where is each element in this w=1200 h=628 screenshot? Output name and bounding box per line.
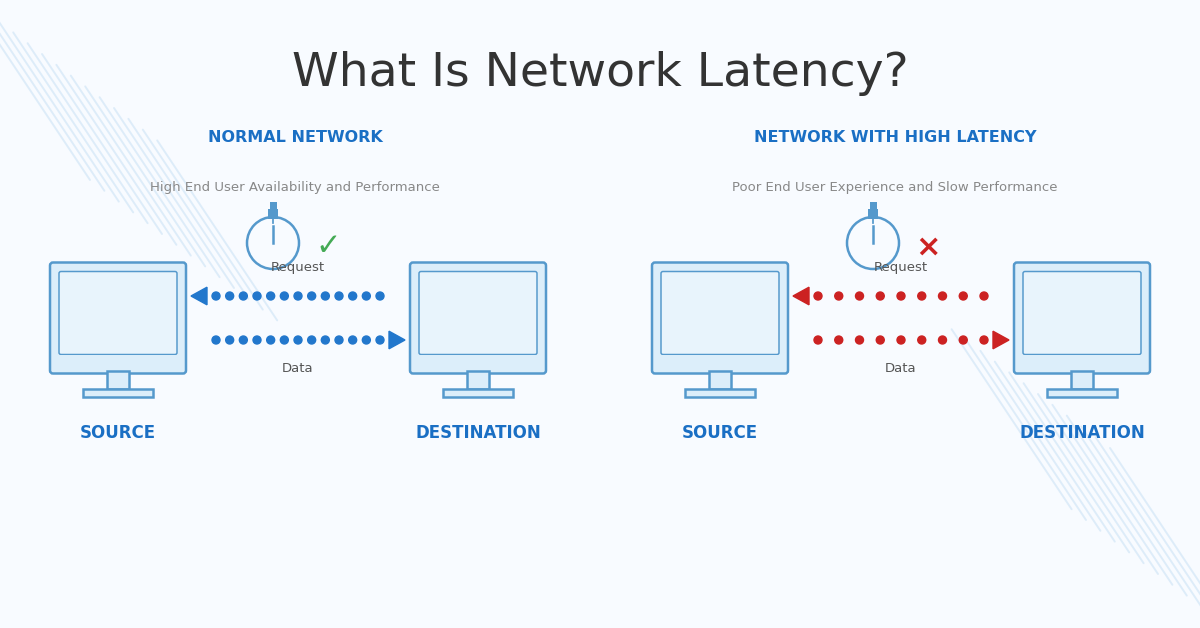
Circle shape	[239, 292, 247, 300]
Bar	[868, 209, 878, 219]
Text: Data: Data	[282, 362, 314, 374]
Circle shape	[856, 292, 864, 300]
Circle shape	[266, 292, 275, 300]
Text: NORMAL NETWORK: NORMAL NETWORK	[208, 131, 383, 146]
Bar	[268, 209, 278, 219]
Circle shape	[349, 336, 356, 344]
Circle shape	[898, 336, 905, 344]
Polygon shape	[191, 287, 208, 305]
Circle shape	[212, 292, 220, 300]
Bar	[658, 354, 784, 369]
Circle shape	[938, 336, 947, 344]
Polygon shape	[994, 331, 1009, 349]
FancyBboxPatch shape	[419, 271, 538, 354]
Circle shape	[294, 292, 302, 300]
Bar	[870, 202, 876, 209]
Circle shape	[266, 336, 275, 344]
Circle shape	[898, 292, 905, 300]
FancyBboxPatch shape	[1022, 271, 1141, 354]
Circle shape	[959, 336, 967, 344]
Circle shape	[212, 336, 220, 344]
Bar	[467, 371, 490, 389]
Circle shape	[835, 336, 842, 344]
Bar	[1046, 389, 1117, 396]
Circle shape	[856, 336, 864, 344]
Bar	[270, 202, 276, 209]
Text: ×: ×	[916, 232, 941, 261]
Circle shape	[294, 336, 302, 344]
Circle shape	[376, 336, 384, 344]
Bar	[1072, 371, 1093, 389]
Bar	[443, 389, 514, 396]
Circle shape	[335, 292, 343, 300]
Bar	[1019, 354, 1145, 369]
Bar	[83, 389, 154, 396]
FancyBboxPatch shape	[661, 271, 779, 354]
Circle shape	[876, 336, 884, 344]
Text: Request: Request	[271, 261, 325, 274]
Text: ✓: ✓	[316, 232, 341, 261]
Circle shape	[814, 336, 822, 344]
Text: SOURCE: SOURCE	[682, 424, 758, 442]
Circle shape	[349, 292, 356, 300]
Bar	[685, 389, 755, 396]
Text: SOURCE: SOURCE	[80, 424, 156, 442]
Text: Data: Data	[886, 362, 917, 374]
Circle shape	[253, 292, 262, 300]
Circle shape	[307, 336, 316, 344]
Bar	[415, 354, 541, 369]
FancyBboxPatch shape	[59, 271, 178, 354]
Text: NETWORK WITH HIGH LATENCY: NETWORK WITH HIGH LATENCY	[754, 131, 1037, 146]
FancyBboxPatch shape	[50, 263, 186, 374]
Bar	[107, 371, 130, 389]
Circle shape	[980, 292, 988, 300]
FancyBboxPatch shape	[652, 263, 788, 374]
Circle shape	[814, 292, 822, 300]
Text: Poor End User Experience and Slow Performance: Poor End User Experience and Slow Perfor…	[732, 181, 1057, 195]
Circle shape	[335, 336, 343, 344]
Text: What Is Network Latency?: What Is Network Latency?	[292, 50, 908, 95]
FancyBboxPatch shape	[410, 263, 546, 374]
FancyBboxPatch shape	[1014, 263, 1150, 374]
Polygon shape	[793, 287, 809, 305]
Circle shape	[322, 336, 329, 344]
Text: DESTINATION: DESTINATION	[415, 424, 541, 442]
Text: DESTINATION: DESTINATION	[1019, 424, 1145, 442]
Circle shape	[835, 292, 842, 300]
Circle shape	[980, 336, 988, 344]
Circle shape	[362, 292, 371, 300]
Circle shape	[226, 336, 234, 344]
Circle shape	[938, 292, 947, 300]
Circle shape	[959, 292, 967, 300]
Circle shape	[876, 292, 884, 300]
Circle shape	[362, 336, 371, 344]
Circle shape	[281, 336, 288, 344]
Circle shape	[239, 336, 247, 344]
Circle shape	[376, 292, 384, 300]
Circle shape	[322, 292, 329, 300]
Polygon shape	[389, 331, 406, 349]
Text: High End User Availability and Performance: High End User Availability and Performan…	[150, 181, 440, 195]
Circle shape	[918, 292, 925, 300]
Circle shape	[226, 292, 234, 300]
Circle shape	[281, 292, 288, 300]
Text: Request: Request	[874, 261, 928, 274]
Circle shape	[918, 336, 925, 344]
Circle shape	[253, 336, 262, 344]
Bar	[709, 371, 731, 389]
Bar	[55, 354, 181, 369]
Circle shape	[307, 292, 316, 300]
